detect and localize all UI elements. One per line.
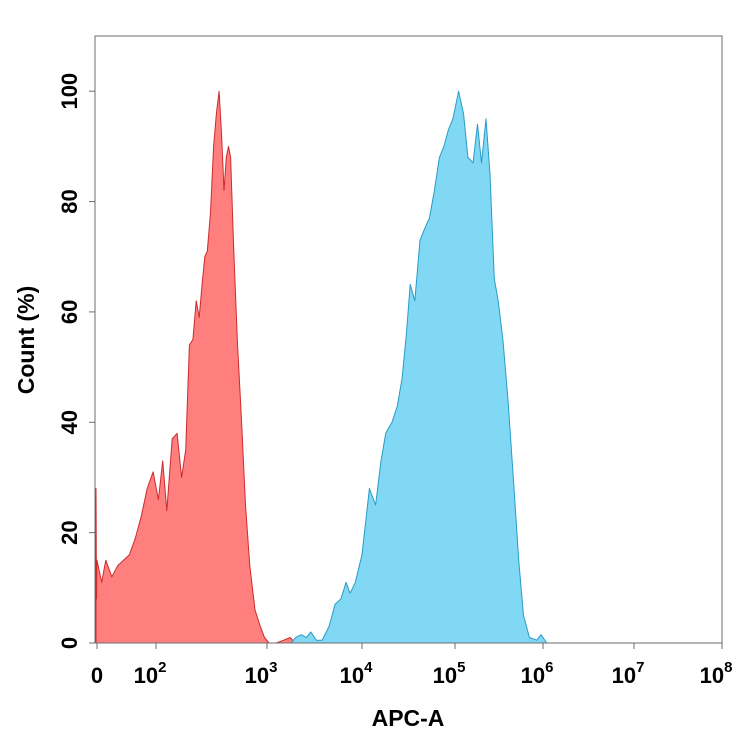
x-tick-label: 0 — [91, 663, 103, 688]
y-tick-label: 60 — [57, 300, 82, 324]
y-tick-label: 20 — [57, 520, 82, 544]
y-tick-label: 100 — [57, 73, 82, 110]
plot-frame — [94, 35, 723, 644]
y-axis-label: Count (%) — [13, 286, 39, 395]
histogram-area-2 — [290, 90, 554, 644]
y-tick-label: 80 — [57, 189, 82, 213]
series-layer — [95, 90, 554, 644]
y-tick-label: 0 — [57, 637, 82, 649]
y-tick-label: 40 — [57, 410, 82, 434]
x-tick-label: 103 — [245, 659, 278, 688]
x-axis-label: APC-A — [372, 705, 445, 731]
histogram-area-1 — [95, 90, 307, 644]
